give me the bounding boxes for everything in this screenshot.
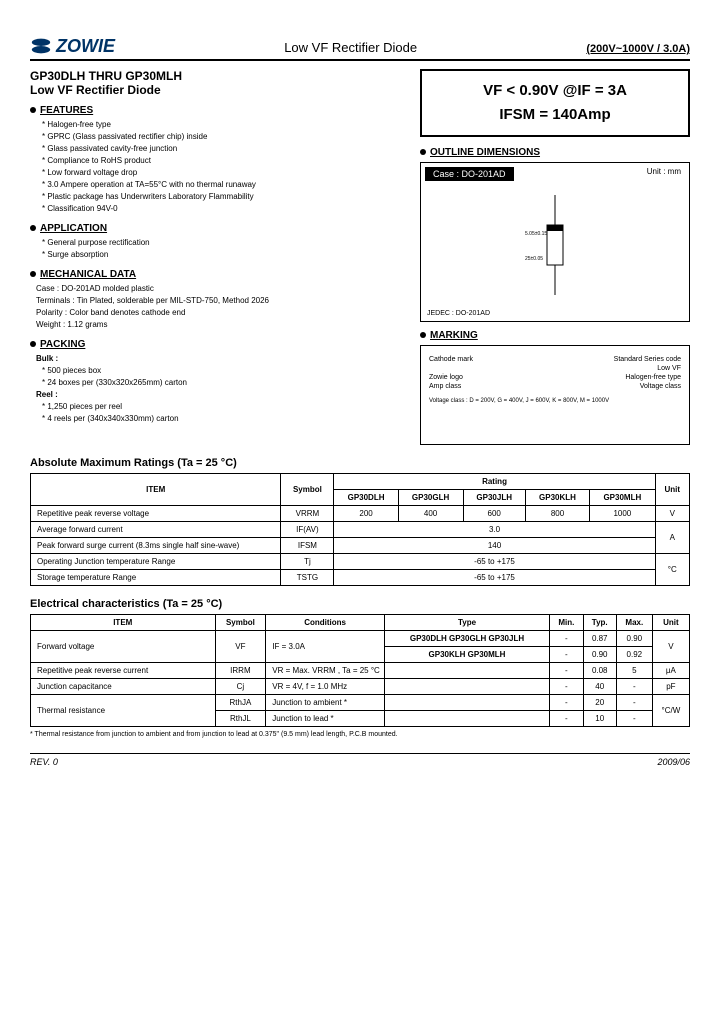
voltage-class-note: Voltage class : D = 200V, G = 400V, J = … xyxy=(429,398,681,404)
packing-heading: PACKING xyxy=(30,339,400,350)
table-row: Repetitive peak reverse voltageVRRM 2004… xyxy=(31,506,690,522)
app-item: General purpose rectification xyxy=(42,237,400,249)
table-row: Thermal resistanceRthJAJunction to ambie… xyxy=(31,695,690,711)
reel-list: 1,250 pieces per reel 4 reels per (340x3… xyxy=(30,401,400,425)
bulk-list: 500 pieces box 24 boxes per (330x320x265… xyxy=(30,365,400,389)
case-label: Case : DO-201AD xyxy=(425,167,514,181)
bulk-item: 500 pieces box xyxy=(42,365,400,377)
mech-polarity: Polarity : Color band denotes cathode en… xyxy=(30,307,400,319)
voltage-range: (200V~1000V / 3.0A) xyxy=(586,43,690,57)
doc-title: Low VF Rectifier Diode xyxy=(115,40,586,57)
part-type: Low VF Rectifier Diode xyxy=(30,83,400,97)
mech-case: Case : DO-201AD molded plastic xyxy=(30,283,400,295)
bulk-item: 24 boxes per (330x320x265mm) carton xyxy=(42,377,400,389)
unit-label: Unit : mm xyxy=(647,167,681,176)
abs-max-table: ITEM Symbol Rating Unit GP30DLHGP30GLHGP… xyxy=(30,473,690,586)
page-header: ZOWIE Low VF Rectifier Diode (200V~1000V… xyxy=(30,35,690,61)
date: 2009/06 xyxy=(657,757,690,767)
feature-item: Glass passivated cavity-free junction xyxy=(42,143,400,155)
abs-max-title: Absolute Maximum Ratings (Ta = 25 °C) xyxy=(30,457,690,469)
reel-item: 1,250 pieces per reel xyxy=(42,401,400,413)
page-footer: REV. 0 2009/06 xyxy=(30,753,690,767)
jedec-label: JEDEC : DO-201AD xyxy=(427,310,490,317)
highlight-box: VF < 0.90V @IF = 3A IFSM = 140Amp xyxy=(420,69,690,137)
outline-heading: OUTLINE DIMENSIONS xyxy=(420,147,690,158)
thermal-footnote: * Thermal resistance from junction to am… xyxy=(30,731,690,738)
app-item: Surge absorption xyxy=(42,249,400,261)
table-row: Junction capacitanceCjVR = 4V, f = 1.0 M… xyxy=(31,679,690,695)
brand-logo: ZOWIE xyxy=(30,35,115,57)
features-list: Halogen-free type GPRC (Glass passivated… xyxy=(30,119,400,215)
mech-terminals: Terminals : Tin Plated, solderable per M… xyxy=(30,295,400,307)
outline-diagram: Case : DO-201AD Unit : mm 5.05±0.15 25±0… xyxy=(420,162,690,322)
elec-title: Electrical characteristics (Ta = 25 °C) xyxy=(30,598,690,610)
feature-item: 3.0 Ampere operation at TA=55°C with no … xyxy=(42,179,400,191)
zowie-logo-icon xyxy=(30,35,52,57)
vf-spec: VF < 0.90V @IF = 3A xyxy=(430,79,680,103)
feature-item: Classification 94V-0 xyxy=(42,203,400,215)
ifsm-spec: IFSM = 140Amp xyxy=(430,103,680,127)
feature-item: GPRC (Glass passivated rectifier chip) i… xyxy=(42,131,400,143)
application-list: General purpose rectification Surge abso… xyxy=(30,237,400,261)
table-row: Average forward currentIF(AV) 3.0A xyxy=(31,522,690,538)
brand-name: ZOWIE xyxy=(56,36,115,57)
marking-diagram: Cathode markStandard Series code Low VF … xyxy=(420,345,690,445)
table-row: Operating Junction temperature RangeTj -… xyxy=(31,554,690,570)
mechanical-heading: MECHANICAL DATA xyxy=(30,269,400,280)
feature-item: Halogen-free type xyxy=(42,119,400,131)
table-row: Repetitive peak reverse currentIRRMVR = … xyxy=(31,663,690,679)
svg-text:5.05±0.15: 5.05±0.15 xyxy=(525,231,547,237)
application-heading: APPLICATION xyxy=(30,223,400,234)
diode-outline-icon: 5.05±0.15 25±0.05 xyxy=(525,195,585,295)
reel-label: Reel : xyxy=(30,389,400,401)
table-row: Forward voltageVFIF = 3.0A GP30DLH GP30G… xyxy=(31,631,690,647)
part-range: GP30DLH THRU GP30MLH xyxy=(30,69,400,83)
feature-item: Compliance to RoHS product xyxy=(42,155,400,167)
marking-heading: MARKING xyxy=(420,330,690,341)
table-row: Storage temperature RangeTSTG -65 to +17… xyxy=(31,570,690,586)
bulk-label: Bulk : xyxy=(30,353,400,365)
mech-weight: Weight : 1.12 grams xyxy=(30,319,400,331)
reel-item: 4 reels per (340x340x330mm) carton xyxy=(42,413,400,425)
features-heading: FEATURES xyxy=(30,105,400,116)
revision: REV. 0 xyxy=(30,757,58,767)
svg-text:25±0.05: 25±0.05 xyxy=(525,256,543,262)
feature-item: Plastic package has Underwriters Laborat… xyxy=(42,191,400,203)
elec-table: ITEMSymbolConditionsTypeMin.Typ.Max.Unit… xyxy=(30,614,690,727)
table-row: Peak forward surge current (8.3ms single… xyxy=(31,538,690,554)
feature-item: Low forward voltage drop xyxy=(42,167,400,179)
